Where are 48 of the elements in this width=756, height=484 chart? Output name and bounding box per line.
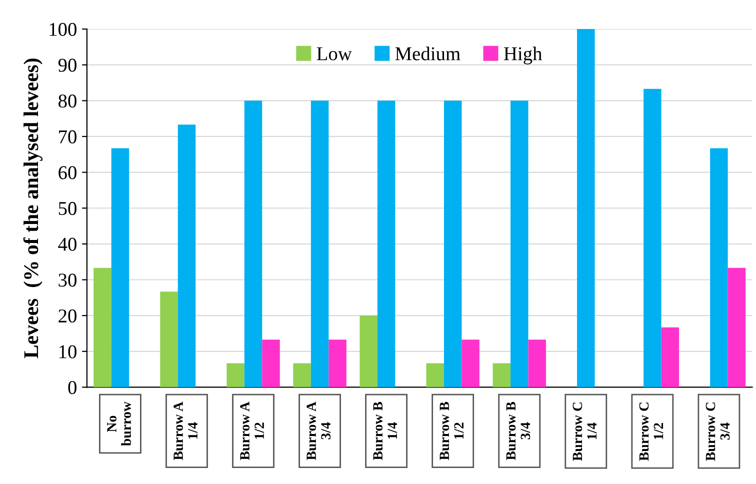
bar <box>293 363 311 388</box>
legend-label: Low <box>316 47 352 60</box>
bar <box>360 316 378 388</box>
y-tick-label: 100 <box>50 22 76 36</box>
bar <box>244 100 262 388</box>
bar <box>661 327 680 388</box>
bar <box>160 292 178 388</box>
bar <box>644 88 662 388</box>
legend-label: High <box>504 46 542 64</box>
x-tick-label: Burrow B 1/2 <box>440 402 464 460</box>
x-tick-label: Burrow A 1/4 <box>174 402 198 460</box>
y-axis-title: Levees (% of the analysed levees) <box>23 58 42 358</box>
y-tick-label: 30 <box>58 274 76 287</box>
bar <box>328 340 346 388</box>
bar <box>262 340 280 388</box>
x-tick-label: Burrow A 3/4 <box>306 402 331 460</box>
x-tick-label: Burrow B 3/4 <box>506 402 530 460</box>
bar <box>111 148 130 388</box>
bar <box>94 268 112 388</box>
x-tick-label: No burrow <box>107 402 131 446</box>
y-tick-label: 50 <box>58 202 76 216</box>
bar <box>444 100 462 388</box>
bar <box>178 124 196 388</box>
y-tick-label: 10 <box>59 345 76 358</box>
y-tick-label: 0 <box>68 381 76 394</box>
bar <box>528 340 546 388</box>
x-tick-label: Burrow A 1/2 <box>240 402 264 460</box>
y-tick-label: 40 <box>58 238 76 251</box>
x-tick-label: Burrow B 1/4 <box>373 402 398 460</box>
y-tick-label: 70 <box>59 130 76 144</box>
bar <box>226 363 244 388</box>
bar <box>510 100 528 388</box>
x-tick-label: Burrow C 3/4 <box>706 402 730 461</box>
bar <box>710 148 728 388</box>
bar <box>577 29 595 388</box>
y-tick-label: 80 <box>58 94 76 108</box>
x-tick-label: Burrow C 1/4 <box>572 402 597 461</box>
bar <box>492 363 510 388</box>
bar <box>377 100 396 388</box>
x-tick-label: Burrow C 1/2 <box>639 402 664 461</box>
bar <box>462 340 480 388</box>
y-tick-label: 90 <box>58 58 76 72</box>
bar <box>426 363 444 388</box>
legend-label: Medium <box>395 46 460 60</box>
y-tick-label: 60 <box>58 166 76 180</box>
y-tick-label: 20 <box>58 309 76 323</box>
bar <box>728 268 746 388</box>
bar <box>310 100 329 388</box>
